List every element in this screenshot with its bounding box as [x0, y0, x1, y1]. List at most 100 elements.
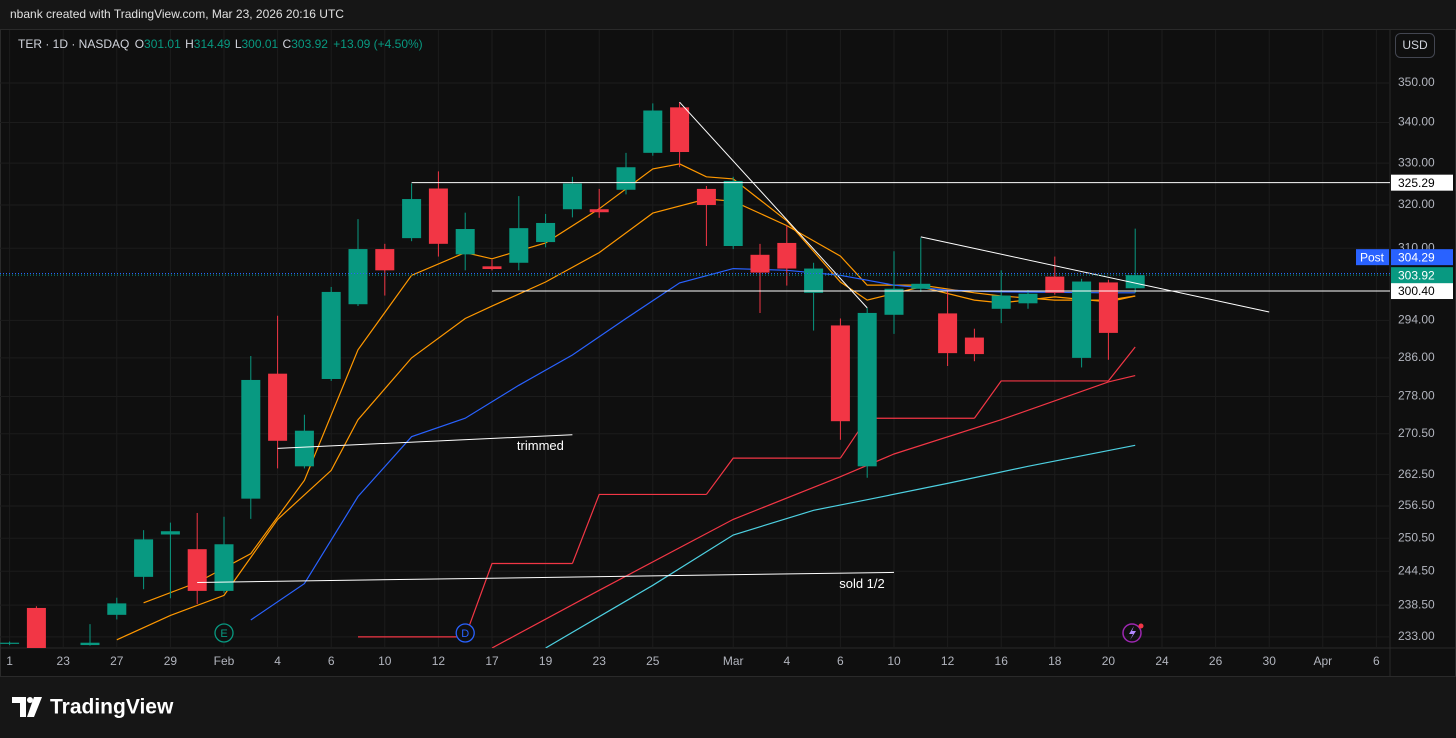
currency-button[interactable]: [1395, 33, 1435, 58]
candle-body: [107, 603, 127, 615]
trendline: [679, 101, 868, 309]
change: +13.09: [333, 37, 370, 51]
stop-step: [464, 562, 573, 638]
x-tick-label: 6: [328, 654, 335, 668]
y-tick-label: 244.50: [1398, 563, 1435, 577]
low-value: 300.01: [242, 37, 279, 51]
annotation: trimmed: [517, 438, 564, 453]
x-tick-label: Mar: [723, 654, 744, 668]
icon-ring: [1122, 623, 1142, 643]
icon-dot: [1138, 623, 1144, 629]
candle-body: [884, 288, 904, 315]
candle-body: [938, 313, 958, 354]
x-tick-label: 24: [1155, 654, 1169, 668]
price-label: 300.40: [1398, 284, 1435, 298]
candle-body: [1018, 293, 1038, 304]
candle-body: [991, 295, 1011, 309]
candle-body: [964, 337, 984, 355]
y-tick-label: 278.00: [1398, 389, 1435, 403]
candle-body: [777, 242, 797, 269]
plot-area: trimmed sold 1/2: [0, 101, 1390, 648]
candle-body: [804, 268, 824, 293]
candle-body: [1098, 282, 1118, 333]
stop-step: [571, 493, 707, 564]
event-marker: [455, 623, 475, 643]
currency[interactable]: USD: [1402, 38, 1428, 52]
x-tick-label: 30: [1263, 654, 1277, 668]
post-price: 304.29: [1398, 250, 1435, 264]
candle-body: [294, 430, 314, 467]
x-tick-label: 1: [6, 654, 13, 668]
logo-dot: [27, 697, 33, 703]
candle-body: [857, 312, 877, 467]
y-tick-label: 330.00: [1398, 155, 1435, 169]
indicator-line: [545, 444, 1136, 648]
candle-body: [348, 249, 368, 305]
candle-body: [187, 549, 207, 591]
x-tick-label: 6: [837, 654, 844, 668]
candle-body: [80, 642, 100, 646]
legend-header: TER · 1D · NASDAQ O301.01 H314.49 L300.0…: [18, 37, 423, 51]
event-label: D: [461, 628, 469, 640]
candle-body: [428, 188, 448, 244]
x-tick-label: 29: [164, 654, 178, 668]
candle-body: [616, 167, 636, 190]
annotation: sold 1/2: [839, 576, 885, 591]
candle-body: [911, 283, 931, 289]
candle-body: [134, 539, 154, 577]
trendline: [197, 571, 895, 583]
ohlc-label: H: [185, 37, 194, 51]
brand-logo: [12, 697, 42, 717]
x-tick-label: 23: [593, 654, 607, 668]
candle-body: [509, 228, 529, 263]
change-percent: (+4.50%): [374, 37, 423, 51]
y-tick-label: 250.50: [1398, 530, 1435, 544]
candle-body: [482, 266, 502, 269]
candle-body: [670, 107, 690, 153]
y-tick-label: 256.50: [1398, 498, 1435, 512]
ohlc-label: L: [235, 37, 242, 51]
x-tick-label: 6: [1373, 654, 1380, 668]
candle-body: [241, 379, 261, 499]
candle-body: [589, 209, 609, 213]
x-tick-label: 12: [432, 654, 446, 668]
logo-shape: [12, 697, 26, 717]
candle-body: [1125, 275, 1145, 289]
candle-body: [375, 249, 395, 271]
x-tick-label: 20: [1102, 654, 1116, 668]
open-value: 301.01: [144, 37, 181, 51]
candle-body: [1072, 281, 1092, 358]
logo-shape: [27, 697, 42, 717]
x-tick-label: 10: [378, 654, 392, 668]
y-tick-label: 286.00: [1398, 350, 1435, 364]
y-tick-label: 350.00: [1398, 75, 1435, 89]
candle-body: [402, 199, 422, 239]
trendline: [920, 236, 1270, 313]
x-tick-label: 12: [941, 654, 955, 668]
icon-bolt: [1129, 626, 1136, 640]
brand: TradingView: [50, 696, 174, 719]
candle-body: [1045, 276, 1065, 293]
candle-body: [696, 188, 716, 205]
stop-step: [1107, 346, 1136, 382]
candle-body: [214, 544, 234, 591]
x-tick-label: 19: [539, 654, 553, 668]
price-label-box: [1391, 174, 1453, 191]
ohlc-label: O: [135, 37, 144, 51]
y-tick-label: 340.00: [1398, 115, 1435, 129]
last-price: 303.92: [1398, 268, 1435, 282]
x-tick-label: 27: [110, 654, 124, 668]
candle-body: [160, 531, 180, 535]
post-tag: Post: [1360, 250, 1385, 264]
price-label: 325.29: [1398, 176, 1435, 190]
symbol: TER · 1D · NASDAQ: [18, 37, 129, 51]
candle-body: [321, 291, 341, 379]
candle-body: [0, 642, 20, 644]
y-tick-label: 270.50: [1398, 426, 1435, 440]
alert-icon: [1122, 623, 1144, 643]
candle-body: [26, 607, 46, 648]
stop-step: [705, 457, 841, 495]
x-tick-label: 26: [1209, 654, 1223, 668]
close-value: 303.92: [291, 37, 328, 51]
